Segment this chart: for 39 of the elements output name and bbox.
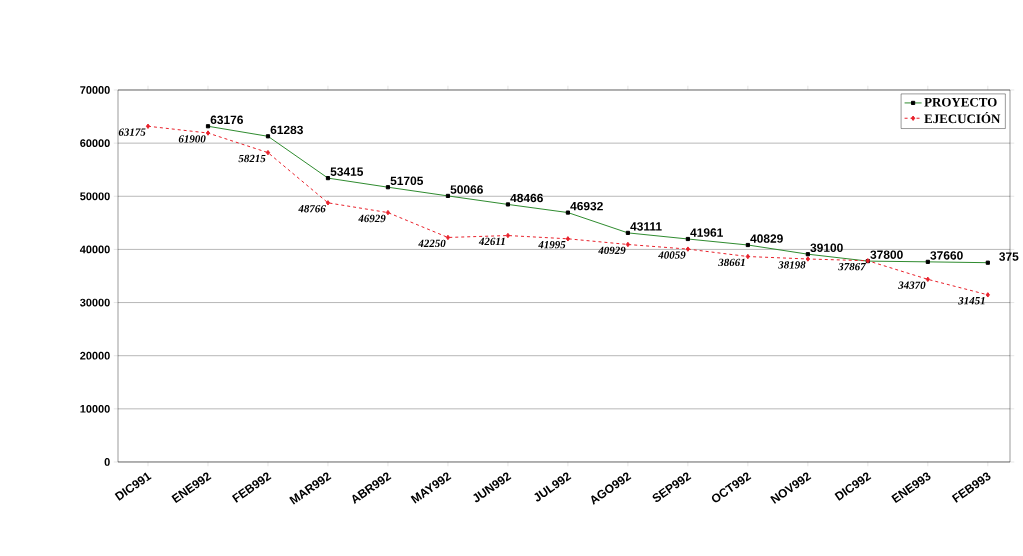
data-label: 37800 [870, 250, 903, 259]
y-tick-label: 60000 [80, 139, 110, 148]
data-label: 43111 [630, 222, 662, 231]
data-label: 50066 [450, 185, 483, 194]
y-tick-label: 10000 [80, 404, 110, 413]
data-label: 51705 [390, 176, 424, 186]
data-label: 40929 [598, 246, 626, 255]
data-label: 37660 [930, 251, 963, 260]
data-label: 37867 [838, 262, 867, 271]
data-label: 42611 [478, 237, 505, 246]
data-label: 40059 [658, 251, 686, 259]
data-label: 34370 [898, 281, 926, 289]
data-label: 46932 [570, 201, 603, 211]
data-label: 63176 [210, 115, 243, 125]
data-label: 38661 [718, 258, 745, 267]
data-label: 53415 [330, 167, 364, 176]
data-label: 63175 [118, 128, 146, 136]
y-tick-label: 20000 [80, 351, 110, 360]
y-tick-label: 70000 [80, 86, 110, 94]
data-label: 46929 [358, 214, 386, 223]
data-label: 48766 [298, 205, 326, 213]
data-label: 41961 [690, 228, 723, 237]
data-label: 61900 [178, 135, 206, 143]
y-tick-label: 30000 [80, 298, 110, 307]
data-label: 42250 [418, 239, 446, 248]
legend-label: EJECUCIÓN [924, 111, 1001, 124]
y-tick-label: 40000 [79, 245, 110, 254]
data-label: 48466 [510, 193, 543, 203]
legend-label: PROYECTO [924, 97, 997, 107]
data-label: 38198 [778, 261, 806, 269]
data-label: 58215 [238, 154, 266, 163]
data-label: 39100 [810, 243, 843, 253]
data-label: 40829 [750, 234, 783, 243]
y-tick-label: 0 [104, 458, 110, 466]
data-label: 31451 [958, 297, 985, 305]
data-label: 41995 [538, 241, 566, 249]
y-tick-label: 50000 [80, 192, 110, 201]
data-label: 61283 [270, 125, 303, 135]
annotation: 375 [999, 252, 1019, 261]
